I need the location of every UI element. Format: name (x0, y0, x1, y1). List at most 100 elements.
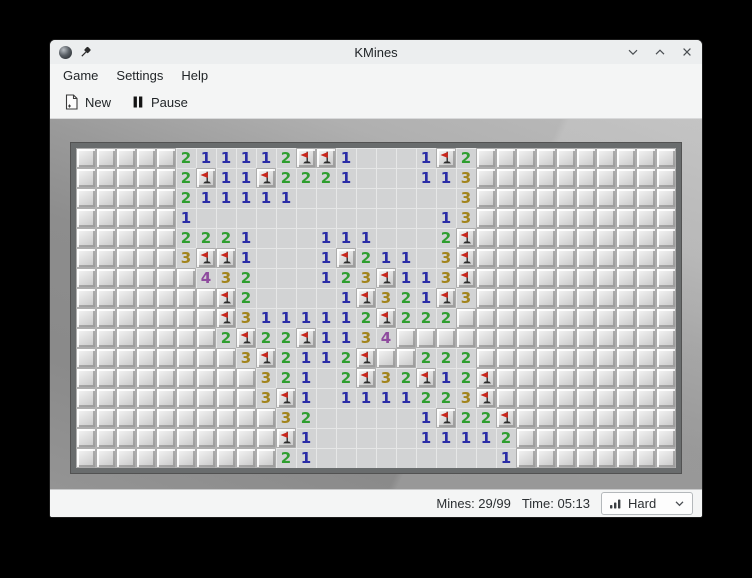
cell[interactable]: 1 (416, 148, 436, 168)
cell[interactable] (576, 228, 596, 248)
cell[interactable]: 1 (376, 388, 396, 408)
cell[interactable] (336, 248, 356, 268)
cell[interactable]: 1 (276, 188, 296, 208)
cell[interactable] (516, 228, 536, 248)
cell[interactable] (636, 448, 656, 468)
cell[interactable] (516, 168, 536, 188)
cell[interactable] (96, 348, 116, 368)
cell[interactable] (296, 148, 316, 168)
cell[interactable]: 3 (456, 208, 476, 228)
cell[interactable] (656, 408, 676, 428)
cell[interactable] (76, 288, 96, 308)
cell[interactable] (76, 368, 96, 388)
cell[interactable] (656, 368, 676, 388)
cell[interactable] (516, 388, 536, 408)
cell[interactable] (556, 308, 576, 328)
cell[interactable] (236, 408, 256, 428)
cell[interactable]: 4 (196, 268, 216, 288)
cell[interactable]: 2 (276, 368, 296, 388)
cell[interactable] (476, 208, 496, 228)
cell[interactable] (156, 248, 176, 268)
cell[interactable] (356, 368, 376, 388)
cell[interactable] (616, 268, 636, 288)
cell[interactable] (216, 248, 236, 268)
cell[interactable] (76, 428, 96, 448)
cell[interactable]: 3 (256, 368, 276, 388)
cell[interactable] (476, 268, 496, 288)
cell[interactable] (156, 268, 176, 288)
cell[interactable]: 1 (316, 248, 336, 268)
cell[interactable]: 3 (256, 388, 276, 408)
cell[interactable] (536, 168, 556, 188)
cell[interactable] (636, 328, 656, 348)
cell[interactable] (656, 248, 676, 268)
cell[interactable]: 2 (176, 168, 196, 188)
cell[interactable]: 1 (336, 288, 356, 308)
cell[interactable] (476, 308, 496, 328)
cell[interactable] (636, 428, 656, 448)
cell[interactable] (576, 308, 596, 328)
cell[interactable] (596, 368, 616, 388)
cell[interactable]: 2 (296, 168, 316, 188)
cell[interactable] (656, 448, 676, 468)
cell[interactable] (116, 168, 136, 188)
cell[interactable] (596, 228, 616, 248)
cell[interactable] (276, 248, 296, 268)
cell[interactable] (256, 168, 276, 188)
cell[interactable]: 1 (216, 188, 236, 208)
cell[interactable] (476, 168, 496, 188)
cell[interactable] (436, 148, 456, 168)
cell[interactable] (536, 268, 556, 288)
cell[interactable] (356, 148, 376, 168)
cell[interactable]: 1 (256, 188, 276, 208)
cell[interactable] (656, 288, 676, 308)
cell[interactable] (156, 408, 176, 428)
cell[interactable]: 3 (456, 388, 476, 408)
cell[interactable] (116, 148, 136, 168)
cell[interactable] (376, 168, 396, 188)
cell[interactable] (76, 308, 96, 328)
cell[interactable] (196, 248, 216, 268)
cell[interactable]: 1 (296, 388, 316, 408)
cell[interactable] (636, 268, 656, 288)
cell[interactable] (536, 348, 556, 368)
cell[interactable] (576, 288, 596, 308)
cell[interactable]: 2 (396, 368, 416, 388)
cell[interactable] (216, 368, 236, 388)
cell[interactable]: 1 (176, 208, 196, 228)
cell[interactable]: 3 (436, 248, 456, 268)
cell[interactable] (76, 328, 96, 348)
cell[interactable]: 2 (396, 308, 416, 328)
cell[interactable]: 1 (316, 328, 336, 348)
cell[interactable] (536, 288, 556, 308)
cell[interactable] (636, 368, 656, 388)
cell[interactable] (516, 148, 536, 168)
cell[interactable] (576, 268, 596, 288)
cell[interactable] (636, 308, 656, 328)
menu-help[interactable]: Help (181, 67, 209, 83)
cell[interactable] (556, 228, 576, 248)
cell[interactable] (296, 328, 316, 348)
cell[interactable] (156, 328, 176, 348)
cell[interactable]: 1 (316, 228, 336, 248)
cell[interactable]: 2 (336, 348, 356, 368)
cell[interactable] (276, 228, 296, 248)
cell[interactable] (596, 428, 616, 448)
cell[interactable]: 1 (296, 368, 316, 388)
cell[interactable] (616, 408, 636, 428)
cell[interactable] (456, 228, 476, 248)
cell[interactable] (176, 348, 196, 368)
cell[interactable] (136, 188, 156, 208)
cell[interactable] (216, 288, 236, 308)
cell[interactable] (496, 388, 516, 408)
cell[interactable] (156, 448, 176, 468)
cell[interactable]: 2 (236, 268, 256, 288)
cell[interactable] (196, 408, 216, 428)
cell[interactable] (596, 208, 616, 228)
cell[interactable]: 2 (456, 348, 476, 368)
cell[interactable] (536, 428, 556, 448)
cell[interactable]: 1 (336, 328, 356, 348)
cell[interactable] (496, 268, 516, 288)
cell[interactable]: 2 (456, 368, 476, 388)
cell[interactable]: 1 (236, 168, 256, 188)
